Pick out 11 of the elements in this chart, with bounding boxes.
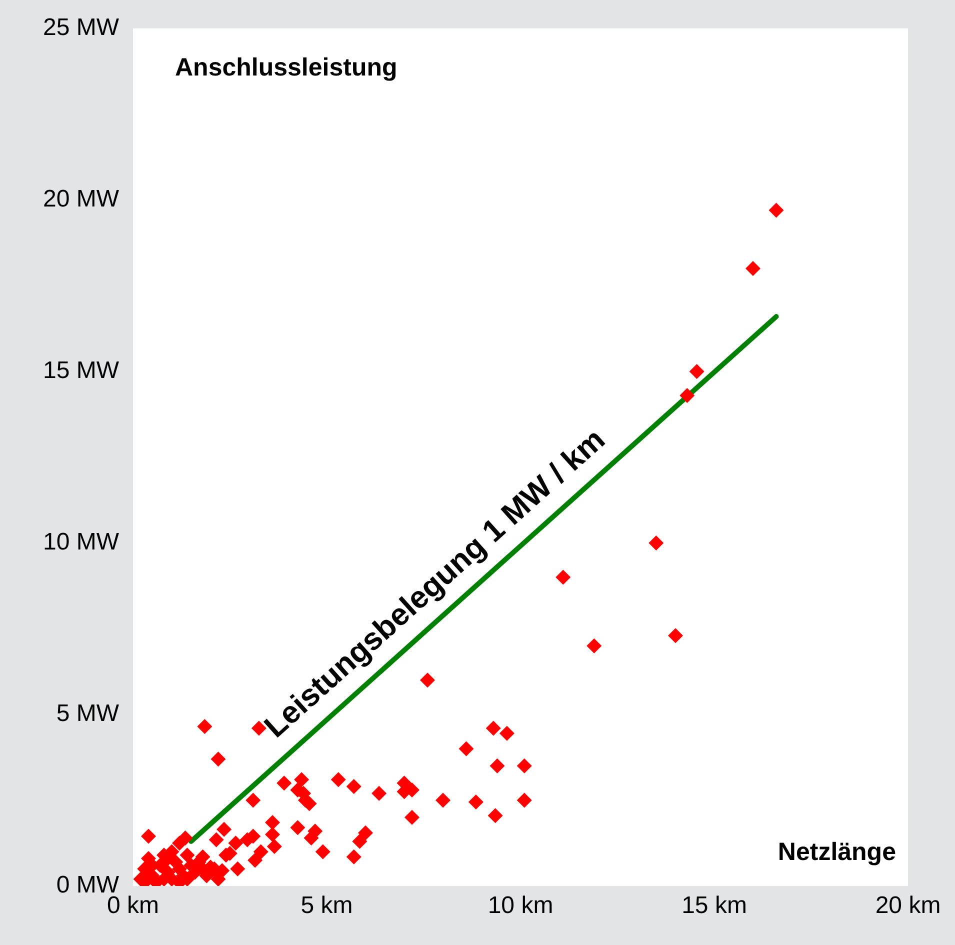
x-tick-label: 10 km: [488, 892, 554, 920]
y-tick-label: 15 MW: [42, 357, 120, 384]
x-tick-label: 5 km: [300, 892, 353, 920]
y-tick-label: 10 MW: [42, 528, 120, 556]
y-tick-label: 5 MW: [56, 700, 120, 728]
y-tick-label: 25 MW: [42, 14, 120, 42]
x-tick-label: 20 km: [875, 892, 941, 920]
x-tick-label: 15 km: [682, 892, 747, 920]
y-tick-label: 20 MW: [42, 186, 120, 213]
text: Anschlussleistung: [175, 53, 398, 82]
x-axis-title: Netzlänge: [778, 838, 896, 866]
